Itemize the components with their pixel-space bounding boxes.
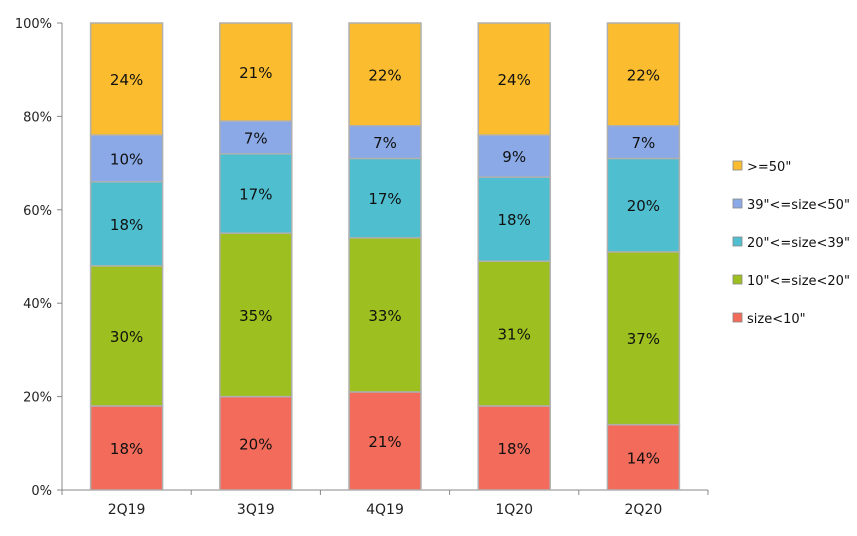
x-tick-label: 2Q20 xyxy=(625,502,663,518)
bar-segment xyxy=(348,391,422,491)
legend-label: 10"<=size<20" xyxy=(747,274,850,289)
y-tick-label: 40% xyxy=(23,297,52,312)
bar-segment xyxy=(89,405,164,491)
legend-item: 20"<=size<39" xyxy=(732,236,850,251)
data-label: 18% xyxy=(498,211,531,229)
bar-stack-2Q20: 14% 37% 20% 7% 22% xyxy=(606,22,681,491)
x-tick-label: 4Q19 xyxy=(366,502,404,518)
bar-segment xyxy=(89,265,164,407)
bar-segment xyxy=(348,157,422,239)
legend-item: 39"<=size<50" xyxy=(732,198,850,213)
y-tick-label: 20% xyxy=(23,391,52,406)
data-label: 33% xyxy=(368,307,401,325)
data-label: 9% xyxy=(502,148,526,166)
legend-item: 10"<=size<20" xyxy=(732,274,850,289)
data-label: 30% xyxy=(110,328,143,346)
legend-item: >=50" xyxy=(732,160,791,175)
data-label: 22% xyxy=(368,66,401,84)
data-label: 35% xyxy=(239,307,272,325)
bar-stack-3Q19: 20% 35% 17% 7% 21% xyxy=(219,22,293,491)
bar-segment xyxy=(89,22,164,136)
legend-label: 20"<=size<39" xyxy=(747,236,850,251)
data-label: 22% xyxy=(627,66,660,84)
bar-segment xyxy=(348,237,422,393)
data-label: 7% xyxy=(244,129,268,147)
bar-segment xyxy=(89,181,164,267)
bar-segment xyxy=(348,22,422,127)
y-tick-label: 0% xyxy=(31,484,52,499)
bar-segment xyxy=(477,176,551,262)
data-label: 7% xyxy=(632,134,656,152)
data-label: 24% xyxy=(110,71,143,89)
data-label: 10% xyxy=(110,150,143,168)
data-label: 24% xyxy=(498,71,531,89)
legend-swatch xyxy=(732,274,743,285)
legend-swatch xyxy=(732,312,743,323)
data-label: 18% xyxy=(110,216,143,234)
data-label: 7% xyxy=(373,134,397,152)
data-label: 21% xyxy=(239,64,272,82)
bars: 18% 30% 18% 10% 24% 20% 35% 17% 7% 21% 21% 33% 17% 7%… xyxy=(89,22,681,491)
x-tick-label: 2Q19 xyxy=(108,502,146,518)
data-label: 17% xyxy=(368,190,401,208)
data-label: 18% xyxy=(110,440,143,458)
legend-item: size<10" xyxy=(732,312,806,327)
bar-segment xyxy=(606,157,681,253)
x-tick-label: 1Q20 xyxy=(495,502,533,518)
legend: >=50" 39"<=size<50" 20"<=size<39" 10"<=size… xyxy=(732,160,850,327)
data-label: 21% xyxy=(368,433,401,451)
legend-swatch xyxy=(732,236,743,247)
bar-stack-4Q19: 21% 33% 17% 7% 22% xyxy=(348,22,422,491)
data-label: 20% xyxy=(627,197,660,215)
data-label: 17% xyxy=(239,185,272,203)
data-label: 31% xyxy=(498,326,531,344)
bar-stack-2Q19: 18% 30% 18% 10% 24% xyxy=(89,22,164,491)
y-tick-label: 100% xyxy=(15,17,52,32)
data-label: 14% xyxy=(627,449,660,467)
x-axis-ticks: 2Q19 3Q19 4Q19 1Q20 2Q20 xyxy=(61,490,709,518)
bar-segment xyxy=(477,22,551,136)
bar-segment xyxy=(219,120,293,155)
legend-swatch xyxy=(732,160,743,171)
bar-segment xyxy=(606,22,681,127)
legend-swatch xyxy=(732,198,743,209)
data-label: 37% xyxy=(627,330,660,348)
bar-segment xyxy=(219,153,293,234)
legend-label: size<10" xyxy=(747,312,806,327)
bar-segment xyxy=(606,423,681,491)
data-label: 20% xyxy=(239,435,272,453)
data-label: 18% xyxy=(498,440,531,458)
y-axis-ticks: 0% 20% 40% 60% 80% 100% xyxy=(15,17,62,499)
legend-label: >=50" xyxy=(747,160,791,175)
bar-stack-1Q20: 18% 31% 18% 9% 24% xyxy=(477,22,551,491)
bar-segment xyxy=(219,22,293,122)
legend-label: 39"<=size<50" xyxy=(747,198,850,213)
bar-segment xyxy=(477,260,551,407)
bar-segment xyxy=(606,124,681,160)
y-tick-label: 60% xyxy=(23,204,52,219)
x-tick-label: 3Q19 xyxy=(237,502,275,518)
y-tick-label: 80% xyxy=(23,110,52,125)
